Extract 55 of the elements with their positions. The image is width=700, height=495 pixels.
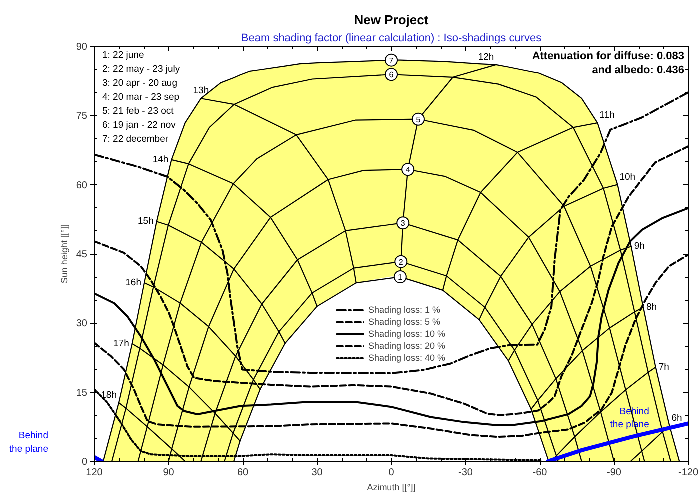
x-tick-label: -30 <box>458 468 474 478</box>
legend-label: Shading loss: 20 % <box>368 341 446 351</box>
x-tick-label: 30 <box>312 468 324 478</box>
y-tick-label: 60 <box>76 180 88 192</box>
x-tick-label: 90 <box>163 468 175 478</box>
annotation: 11h <box>600 110 615 122</box>
annotation: 13h <box>193 86 210 97</box>
x-tick-label: -120 <box>678 468 699 478</box>
annotation: 12h <box>478 52 494 63</box>
legend-label: Shading loss: 1 % <box>368 305 441 315</box>
y-tick-label: 0 <box>82 457 88 468</box>
series-label: 2 <box>398 258 404 267</box>
y-tick-label: 90 <box>76 42 88 53</box>
annotation: 17h <box>114 338 130 350</box>
annotation: 1: 22 june <box>102 50 144 61</box>
annotation: 7: 22 december <box>102 134 169 145</box>
x-tick-label: 120 <box>86 468 104 478</box>
series-label: 6 <box>389 70 394 80</box>
annotation: 16h <box>126 278 142 289</box>
annotation: 3: 20 apr - 20 aug <box>102 78 178 89</box>
annotation: 14h <box>152 154 169 166</box>
y-tick-label: 15 <box>76 388 88 399</box>
chart-subtitle: Beam shading factor (linear calculation) : Iso-shadings curves <box>241 32 542 44</box>
annotation: 6: 19 jan - 22 nov <box>102 120 176 131</box>
legend-label: Shading loss: 5 % <box>368 317 441 327</box>
annotation: 6h <box>672 412 682 424</box>
x-tick-label: 0 <box>388 468 395 478</box>
annotation: 5: 21 feb - 23 oct <box>102 106 174 117</box>
annotation: 10h <box>620 172 636 183</box>
legend-label: Shading loss: 10 % <box>368 329 446 339</box>
annotation: and albedo: 0.436 <box>592 64 685 76</box>
y-tick-label: 30 <box>76 318 88 330</box>
annotation: 8h <box>646 302 658 313</box>
y-tick-label: 75 <box>76 111 88 122</box>
series-label: 4 <box>406 166 411 175</box>
annotation: 15h <box>138 216 154 228</box>
series-label: 5 <box>416 115 422 124</box>
series-label: 3 <box>400 219 406 228</box>
x-tick-label: -90 <box>607 468 622 478</box>
x-tick-label: -60 <box>532 468 548 478</box>
chart-title: New Project <box>354 12 430 28</box>
annotation: 18h <box>101 390 118 401</box>
text: Behind the plane <box>9 430 49 455</box>
y-tick-label: 45 <box>76 250 88 260</box>
series-label: 1 <box>398 273 404 282</box>
legend-label: Shading loss: 40 % <box>368 353 446 363</box>
annotation: 7h <box>658 362 670 373</box>
annotation: 2: 22 may - 23 july <box>102 64 180 75</box>
x-tick-label: 60 <box>237 468 249 478</box>
annotation: 9h <box>634 241 645 252</box>
y-axis-title: Sun height [[°]] <box>59 224 70 284</box>
x-axis-title: Azimuth [[°]] <box>367 482 416 492</box>
series-label: 7 <box>389 56 394 66</box>
annotation: 4: 20 mar - 23 sep <box>102 92 180 103</box>
annotation: Attenuation for diffuse: 0.083 <box>532 50 685 62</box>
